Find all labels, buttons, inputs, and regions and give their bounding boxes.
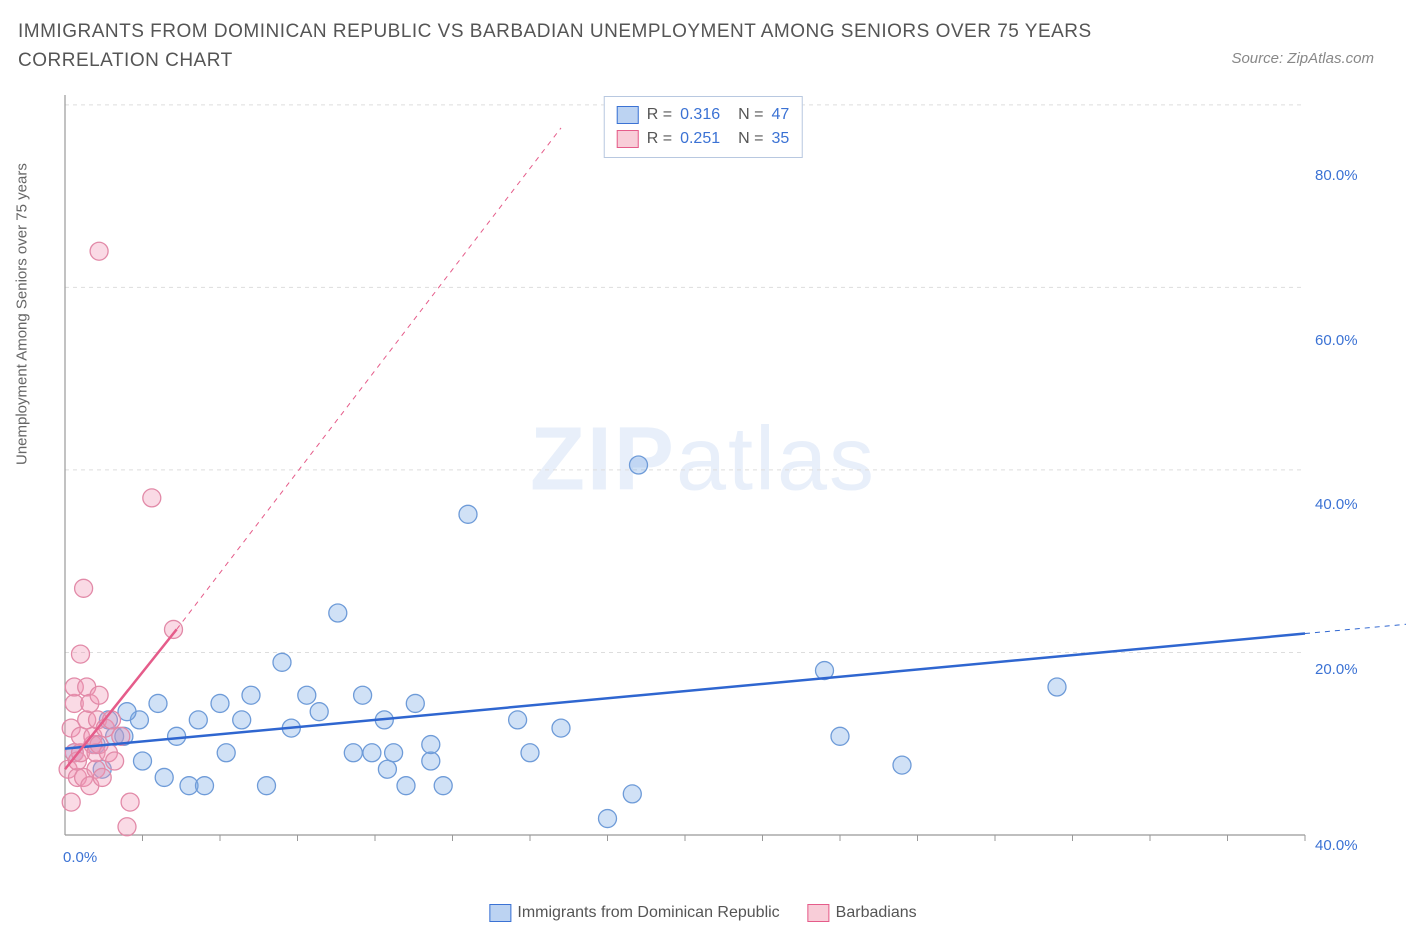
legend-swatch <box>617 130 639 148</box>
legend-label: Immigrants from Dominican Republic <box>517 904 779 921</box>
correlation-legend: R = 0.316 N = 47 R = 0.251 N = 35 <box>604 96 803 158</box>
x-origin-label: 0.0% <box>63 849 97 866</box>
legend-swatch <box>808 904 830 922</box>
stat-value: 47 <box>771 103 789 127</box>
legend-swatch <box>489 904 511 922</box>
stat-value: 35 <box>771 127 789 151</box>
legend-swatch <box>617 106 639 124</box>
x-right-label: 40.0% <box>1315 837 1358 854</box>
y-right-tick-label: 60.0% <box>1315 332 1358 349</box>
stat-value: 0.316 <box>680 103 720 127</box>
scatter-plot: 20.0% 40.0% 60.0% 80.0% 0.0% 40.0% <box>65 95 1375 865</box>
y-right-tick-label: 40.0% <box>1315 496 1358 513</box>
legend-label: Barbadians <box>836 904 917 921</box>
y-axis-label: Unemployment Among Seniors over 75 years <box>14 163 31 465</box>
series-legend: Immigrants from Dominican Republic Barbad… <box>489 904 916 922</box>
legend-item: Immigrants from Dominican Republic <box>489 904 779 922</box>
stat-label: R = <box>647 103 672 127</box>
y-right-tick-label: 20.0% <box>1315 661 1358 678</box>
stat-value: 0.251 <box>680 127 720 151</box>
stat-label: N = <box>738 103 763 127</box>
stat-label: R = <box>647 127 672 151</box>
stat-label: N = <box>738 127 763 151</box>
source-attribution: Source: ZipAtlas.com <box>1231 50 1374 67</box>
legend-row: R = 0.251 N = 35 <box>617 127 790 151</box>
chart-title: IMMIGRANTS FROM DOMINICAN REPUBLIC VS BA… <box>18 18 1118 75</box>
legend-item: Barbadians <box>808 904 917 922</box>
y-right-tick-label: 80.0% <box>1315 167 1358 184</box>
legend-row: R = 0.316 N = 47 <box>617 103 790 127</box>
